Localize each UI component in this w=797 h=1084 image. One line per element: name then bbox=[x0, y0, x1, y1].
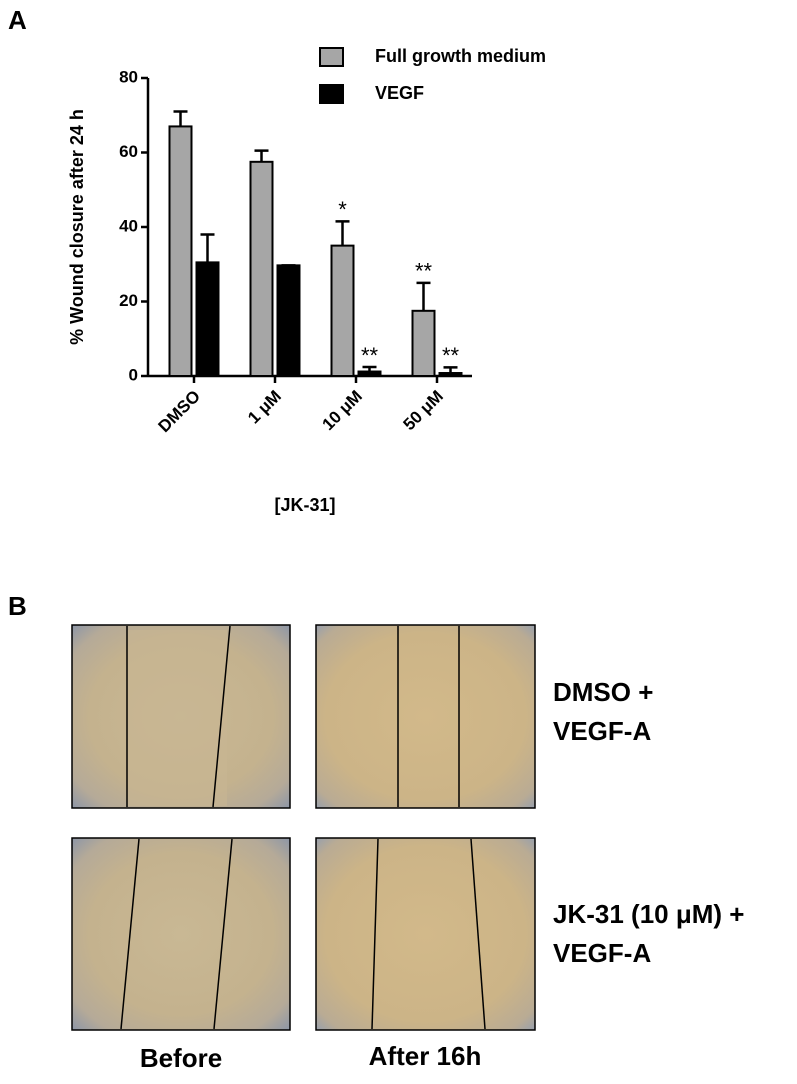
y-axis-label: % Wound closure after 24 h bbox=[67, 109, 87, 345]
legend-swatch bbox=[319, 84, 344, 104]
y-tick-label: 60 bbox=[119, 142, 138, 161]
error-bar bbox=[254, 149, 269, 162]
row-label: VEGF-A bbox=[553, 716, 651, 746]
panel-label: B bbox=[8, 591, 27, 621]
x-tick-label: 10 μM bbox=[318, 387, 366, 435]
row-label: VEGF-A bbox=[553, 938, 651, 968]
error-bar bbox=[200, 233, 215, 263]
bar bbox=[411, 309, 436, 377]
significance-label: * bbox=[338, 197, 347, 222]
micrograph bbox=[71, 624, 291, 809]
legend-swatch bbox=[319, 47, 344, 67]
bar bbox=[276, 264, 301, 377]
error-bar bbox=[443, 366, 458, 374]
error-bar bbox=[335, 220, 350, 246]
micrograph bbox=[315, 837, 536, 1031]
bar bbox=[330, 244, 355, 377]
significance-label: ** bbox=[415, 259, 433, 284]
significance-label: ** bbox=[442, 343, 460, 368]
y-tick-label: 40 bbox=[119, 216, 138, 235]
error-bar bbox=[173, 110, 188, 127]
row-label: JK-31 (10 μM) + bbox=[553, 899, 744, 929]
micrograph bbox=[71, 837, 291, 1031]
x-tick-label: 50 μM bbox=[399, 387, 447, 435]
y-tick-label: 20 bbox=[119, 291, 138, 310]
row-label: DMSO + bbox=[553, 677, 653, 707]
micrograph bbox=[315, 624, 536, 809]
significance-label: ** bbox=[361, 343, 379, 368]
bar bbox=[438, 372, 463, 377]
x-axis-label: [JK-31] bbox=[274, 495, 335, 515]
x-tick-label: 1 μM bbox=[244, 387, 285, 428]
panel-label: A bbox=[8, 5, 27, 35]
y-tick-label: 0 bbox=[129, 365, 138, 384]
x-tick-label: DMSO bbox=[155, 387, 204, 436]
legend-label: Full growth medium bbox=[375, 46, 546, 66]
column-label: After 16h bbox=[369, 1041, 482, 1071]
error-bar bbox=[362, 365, 377, 372]
y-tick-label: 80 bbox=[119, 67, 138, 86]
error-bar bbox=[416, 281, 431, 311]
bar bbox=[357, 370, 382, 377]
bar bbox=[168, 125, 193, 377]
bar bbox=[249, 160, 274, 377]
bar bbox=[195, 261, 220, 378]
legend-label: VEGF bbox=[375, 83, 424, 103]
column-label: Before bbox=[140, 1043, 222, 1073]
